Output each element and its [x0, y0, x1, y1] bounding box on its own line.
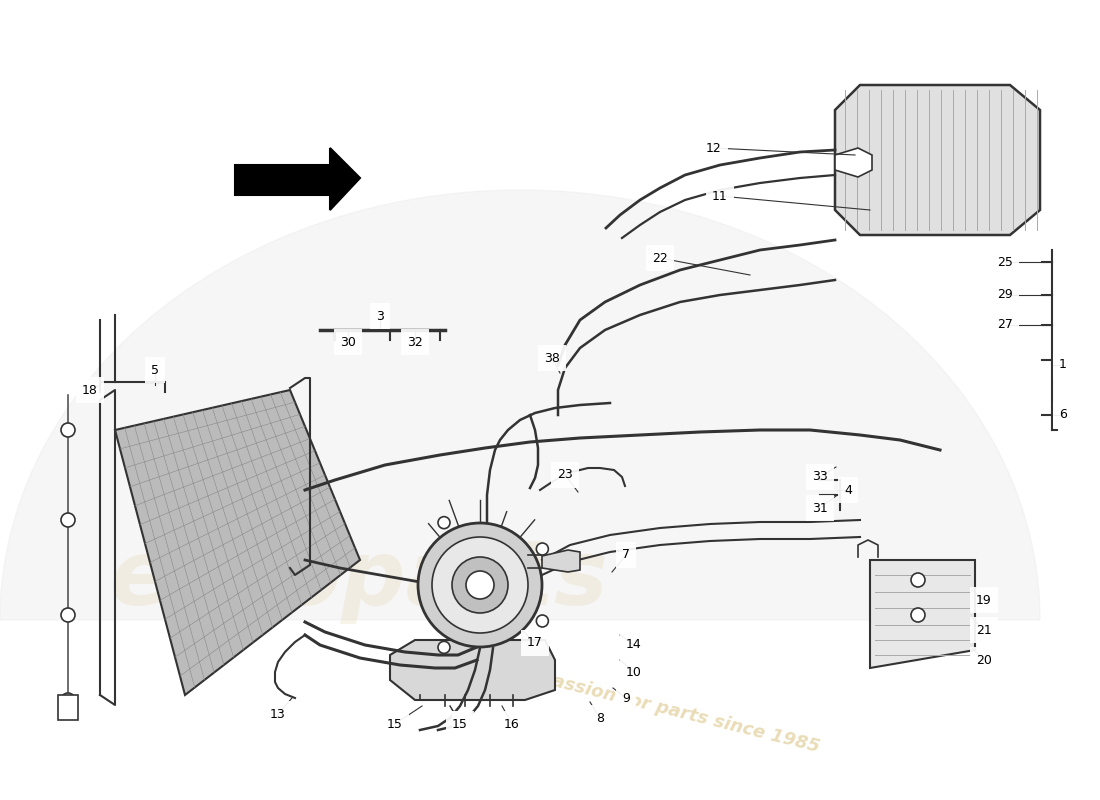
- Polygon shape: [235, 148, 360, 210]
- Text: 13: 13: [271, 707, 286, 721]
- Circle shape: [438, 642, 450, 654]
- Text: 20: 20: [976, 654, 992, 666]
- Text: 18: 18: [82, 383, 98, 397]
- Circle shape: [60, 513, 75, 527]
- Polygon shape: [835, 148, 872, 177]
- Text: 30: 30: [340, 335, 356, 349]
- Text: 12: 12: [706, 142, 722, 154]
- Circle shape: [911, 573, 925, 587]
- Text: 29: 29: [997, 289, 1013, 302]
- Polygon shape: [835, 85, 1040, 235]
- Text: 19: 19: [976, 594, 992, 606]
- Circle shape: [60, 693, 75, 707]
- Text: 6: 6: [1059, 409, 1067, 422]
- Polygon shape: [58, 695, 78, 720]
- Text: 32: 32: [407, 335, 422, 349]
- Text: 2: 2: [458, 718, 466, 730]
- Text: 27: 27: [997, 318, 1013, 331]
- Text: 15: 15: [387, 718, 403, 730]
- Text: 23: 23: [557, 469, 573, 482]
- Text: 31: 31: [812, 502, 828, 514]
- Circle shape: [911, 608, 925, 622]
- Circle shape: [452, 557, 508, 613]
- Text: 3: 3: [376, 310, 384, 322]
- Text: 11: 11: [712, 190, 728, 202]
- Text: europarts: europarts: [110, 536, 609, 624]
- Text: 22: 22: [652, 251, 668, 265]
- Text: 38: 38: [544, 351, 560, 365]
- Polygon shape: [116, 390, 360, 695]
- Circle shape: [60, 608, 75, 622]
- Circle shape: [432, 537, 528, 633]
- Polygon shape: [390, 640, 556, 700]
- Text: 10: 10: [626, 666, 642, 678]
- Text: 25: 25: [997, 255, 1013, 269]
- Text: 33: 33: [812, 470, 828, 483]
- Text: 15: 15: [452, 718, 468, 730]
- Circle shape: [537, 543, 549, 555]
- Circle shape: [418, 523, 542, 647]
- Polygon shape: [870, 560, 975, 668]
- Text: 7: 7: [621, 549, 630, 562]
- Circle shape: [537, 615, 549, 627]
- Circle shape: [438, 517, 450, 529]
- Text: 1: 1: [1059, 358, 1067, 371]
- Circle shape: [60, 423, 75, 437]
- Circle shape: [466, 571, 494, 599]
- Text: a passion for parts since 1985: a passion for parts since 1985: [520, 664, 822, 756]
- Text: 14: 14: [626, 638, 642, 651]
- Polygon shape: [542, 550, 580, 572]
- Text: 16: 16: [504, 718, 520, 730]
- Text: 17: 17: [527, 637, 543, 650]
- Text: 4: 4: [844, 483, 851, 497]
- Polygon shape: [0, 190, 1040, 620]
- Text: 21: 21: [976, 623, 992, 637]
- Text: 8: 8: [596, 711, 604, 725]
- Text: 9: 9: [623, 691, 630, 705]
- Text: 5: 5: [151, 363, 160, 377]
